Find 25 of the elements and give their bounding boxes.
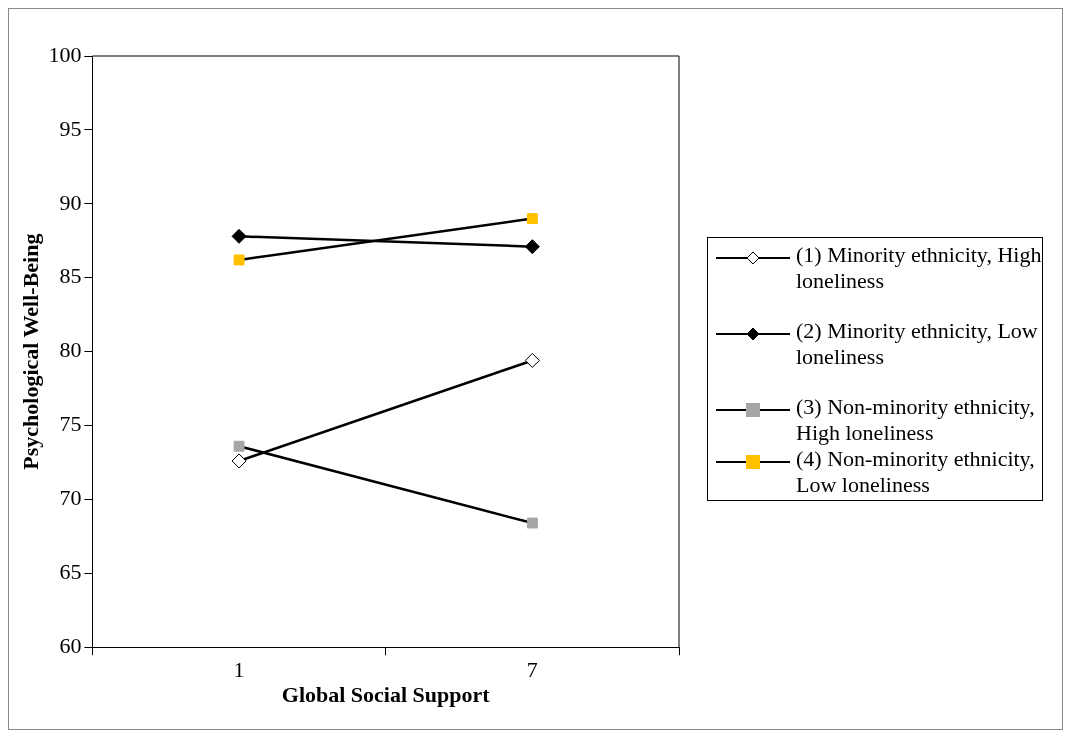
- x-tick-label: 1: [233, 657, 245, 683]
- y-tick-label: 70: [59, 485, 82, 511]
- legend-label: (3) Non-minority ethnicity, High loneliness: [796, 394, 1036, 446]
- legend-label: (2) Minority ethnicity, Low loneliness: [796, 318, 1039, 370]
- y-tick-label: 60: [59, 632, 82, 658]
- point: [524, 239, 540, 255]
- point: [526, 213, 538, 225]
- y-tick-label: 85: [59, 263, 82, 289]
- y-axis-title: Psychological Well-Being: [17, 233, 43, 470]
- y-tick-label: 95: [59, 115, 82, 141]
- x-tick-label: 7: [526, 657, 538, 683]
- point: [233, 254, 245, 266]
- y-tick-label: 65: [59, 559, 82, 585]
- y-tick-label: 75: [59, 411, 82, 437]
- legend-label: (1) Minority ethnicity, High loneliness: [796, 242, 1042, 294]
- point: [231, 453, 247, 469]
- point: [524, 352, 540, 368]
- legend-label: (4) Non-minority ethnicity, Low loneliness: [796, 446, 1036, 498]
- point: [231, 228, 247, 244]
- y-tick-label: 100: [48, 41, 82, 67]
- point: [526, 517, 538, 529]
- point: [233, 440, 245, 452]
- y-tick-label: 80: [59, 337, 82, 363]
- y-tick-label: 90: [59, 189, 82, 215]
- x-axis-title: Global Social Support: [281, 682, 491, 708]
